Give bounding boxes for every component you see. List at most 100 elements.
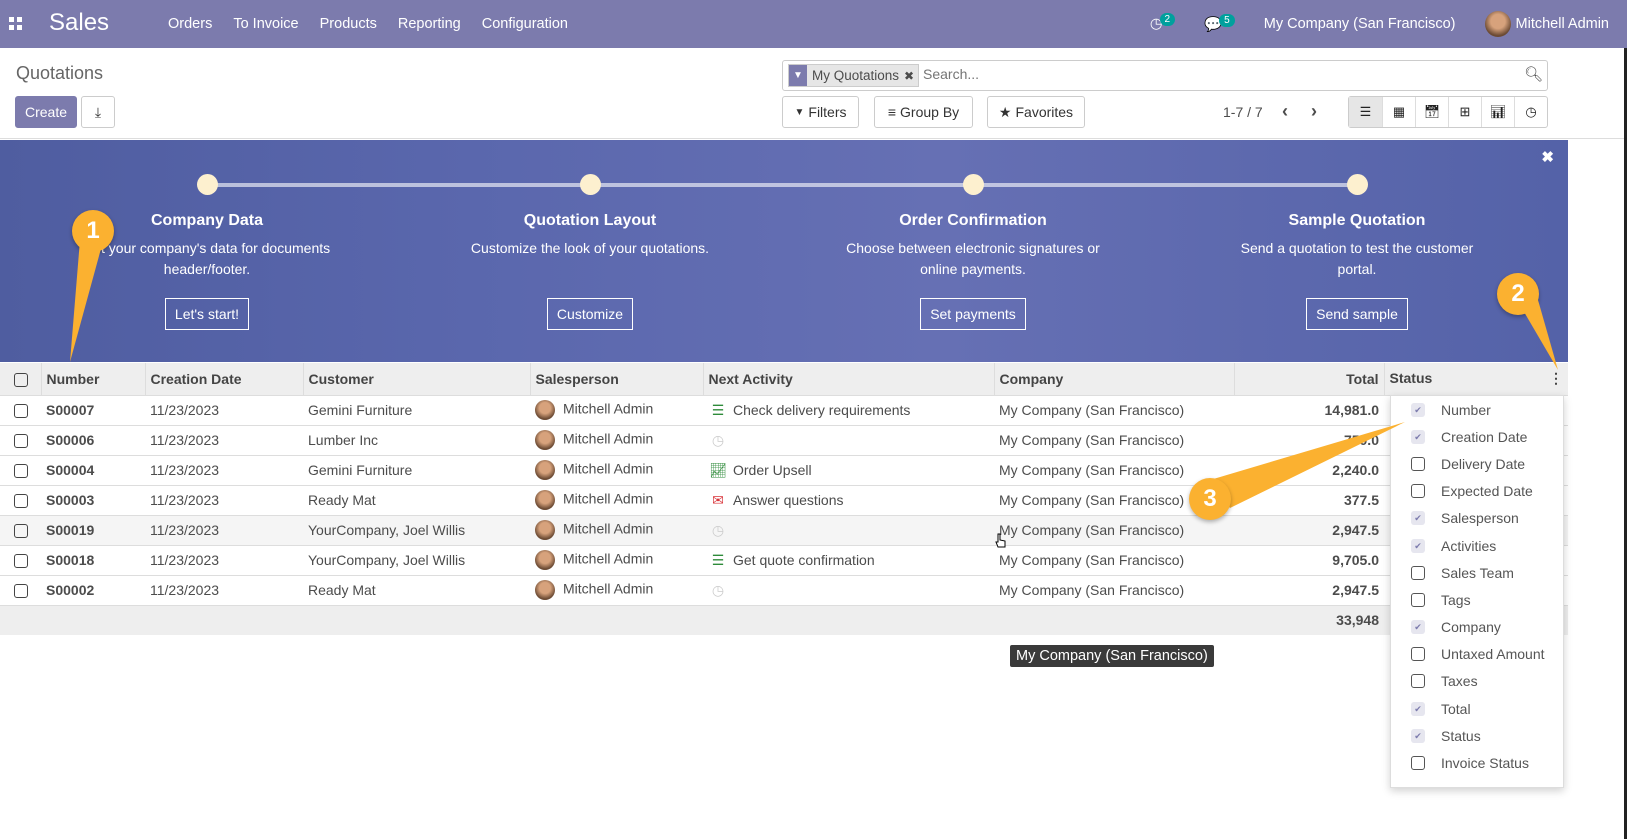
cell-number: S00018	[41, 544, 145, 575]
column-option[interactable]: ✔ Company	[1391, 614, 1563, 641]
column-option[interactable]: ✔ Creation Date	[1391, 423, 1563, 450]
company-switcher[interactable]: My Company (San Francisco)	[1263, 16, 1456, 32]
clock-icon[interactable]: ◷	[711, 581, 725, 598]
column-option[interactable]: Expected Date	[1391, 478, 1563, 505]
col-customer[interactable]: Customer	[303, 363, 531, 395]
column-checkbox[interactable]	[1411, 647, 1425, 662]
remove-facet-icon[interactable]: ✖	[904, 68, 915, 83]
graph-view-icon[interactable]: 📊︎	[1481, 97, 1514, 127]
column-checkbox[interactable]: ✔	[1411, 728, 1425, 743]
column-option[interactable]: Tags	[1391, 586, 1563, 613]
group-by-button[interactable]: ≡ Group By	[874, 96, 973, 128]
table-row[interactable]: S00018 11/23/2023 YourCompany, Joel Will…	[0, 544, 1568, 575]
row-checkbox[interactable]	[0, 574, 41, 605]
cell-activity[interactable]: ◷	[703, 514, 994, 545]
apps-menu-icon[interactable]	[9, 17, 22, 30]
col-status[interactable]: Status ⋮	[1384, 363, 1568, 395]
column-option[interactable]: Untaxed Amount	[1391, 641, 1563, 668]
column-checkbox[interactable]	[1411, 756, 1425, 771]
column-checkbox[interactable]: ✔	[1411, 402, 1425, 417]
column-checkbox[interactable]: ✔	[1411, 538, 1425, 553]
customize-button[interactable]: Customize	[546, 298, 634, 330]
row-checkbox[interactable]	[0, 424, 41, 455]
kanban-view-icon[interactable]: ▦	[1382, 97, 1415, 127]
row-checkbox[interactable]	[0, 394, 41, 425]
column-checkbox[interactable]	[1411, 484, 1425, 499]
column-checkbox[interactable]	[1411, 456, 1425, 471]
user-menu[interactable]: Mitchell Admin	[1515, 16, 1609, 32]
search-icon[interactable]: 🔍︎	[1523, 66, 1543, 83]
row-checkbox[interactable]	[0, 484, 41, 515]
column-checkbox[interactable]	[1411, 592, 1425, 607]
filters-button[interactable]: ▼ Filters	[782, 96, 859, 128]
column-checkbox[interactable]: ✔	[1411, 429, 1425, 444]
select-all-checkbox[interactable]	[0, 363, 42, 395]
col-creation-date[interactable]: Creation Date	[145, 363, 304, 395]
col-number[interactable]: Number	[41, 363, 146, 395]
search-input[interactable]	[923, 66, 1503, 82]
activity-view-icon[interactable]: ◷	[1514, 97, 1547, 127]
scrollbar[interactable]	[1624, 48, 1627, 839]
column-checkbox[interactable]: ✔	[1411, 620, 1425, 635]
column-checkbox[interactable]: ✔	[1411, 701, 1425, 716]
column-option[interactable]: ✔ Number	[1391, 396, 1563, 423]
column-checkbox[interactable]: ✔	[1411, 511, 1425, 526]
list-view-icon[interactable]: ☰	[1349, 97, 1382, 127]
clock-icon[interactable]: ◷	[711, 521, 725, 538]
menu-to-invoice[interactable]: To Invoice	[233, 16, 299, 32]
favorites-button[interactable]: ★ Favorites	[987, 96, 1085, 128]
cell-activity[interactable]: ✉ Answer questions	[703, 484, 994, 515]
col-total[interactable]: Total	[1234, 363, 1385, 395]
envelope-icon[interactable]: ✉	[712, 491, 724, 508]
line-chart-icon[interactable]: 📈︎	[709, 461, 727, 478]
activity-button[interactable]: ◷ 2	[1150, 13, 1178, 32]
menu-reporting[interactable]: Reporting	[397, 16, 461, 32]
pivot-view-icon[interactable]: ⊞	[1448, 97, 1481, 127]
cell-activity[interactable]: ◷	[703, 424, 994, 455]
menu-orders[interactable]: Orders	[168, 16, 213, 32]
row-checkbox[interactable]	[0, 514, 41, 545]
user-avatar[interactable]	[1484, 11, 1511, 37]
column-option[interactable]: Delivery Date	[1391, 450, 1563, 477]
menu-configuration[interactable]: Configuration	[481, 16, 568, 32]
clock-icon[interactable]: ◷	[711, 431, 725, 448]
calendar-view-icon[interactable]: 📅︎	[1415, 97, 1448, 127]
column-option[interactable]: Invoice Status	[1391, 749, 1563, 776]
col-company[interactable]: Company	[994, 363, 1235, 395]
row-checkbox[interactable]	[0, 454, 41, 485]
column-option[interactable]: ✔ Activities	[1391, 532, 1563, 559]
column-option[interactable]: ✔ Total	[1391, 695, 1563, 722]
messages-button[interactable]: 💬 5	[1204, 13, 1238, 33]
column-option[interactable]: Taxes	[1391, 668, 1563, 695]
table-row[interactable]: S00002 11/23/2023 Ready Mat Mitchell Adm…	[0, 574, 1568, 605]
set-payments-button[interactable]: Set payments	[920, 298, 1026, 330]
column-option[interactable]: Sales Team	[1391, 559, 1563, 586]
pager-value[interactable]: 1-7 / 7	[1223, 104, 1263, 120]
col-salesperson[interactable]: Salesperson	[530, 363, 704, 395]
send-sample-button[interactable]: Send sample	[1306, 298, 1408, 330]
column-option[interactable]: ✔ Status	[1391, 722, 1563, 749]
cell-activity[interactable]: ☰ Check delivery requirements	[703, 394, 994, 425]
menu-products[interactable]: Products	[319, 16, 377, 32]
download-button[interactable]: ⤓	[81, 96, 115, 128]
table-row[interactable]: S00019 11/23/2023 YourCompany, Joel Will…	[0, 514, 1568, 545]
step-sample-quotation: Sample Quotation Send a quotation to test…	[1227, 174, 1487, 330]
pager-previous-icon[interactable]: ‹	[1282, 101, 1288, 121]
pager-next-icon[interactable]: ›	[1311, 101, 1317, 121]
cell-activity[interactable]: ☰ Get quote confirmation	[703, 544, 994, 575]
col-next-activity[interactable]: Next Activity	[703, 363, 995, 395]
table-row[interactable]: S00003 11/23/2023 Ready Mat Mitchell Adm…	[0, 484, 1568, 515]
optional-columns-toggle-icon[interactable]: ⋮	[1549, 370, 1563, 387]
create-button[interactable]: Create	[15, 96, 77, 128]
column-option[interactable]: ✔ Salesperson	[1391, 505, 1563, 532]
close-banner-icon[interactable]: ✖	[1541, 149, 1554, 166]
lets-start-button[interactable]: Let's start!	[164, 298, 250, 330]
tasks-icon[interactable]: ☰	[711, 401, 725, 418]
tasks-icon[interactable]: ☰	[711, 551, 725, 568]
cell-activity[interactable]: 📈︎ Order Upsell	[703, 454, 994, 485]
column-checkbox[interactable]	[1411, 674, 1425, 689]
row-checkbox[interactable]	[0, 544, 41, 575]
column-checkbox[interactable]	[1411, 565, 1425, 580]
cell-activity[interactable]: ◷	[703, 574, 994, 605]
app-brand[interactable]: Sales	[49, 9, 110, 36]
